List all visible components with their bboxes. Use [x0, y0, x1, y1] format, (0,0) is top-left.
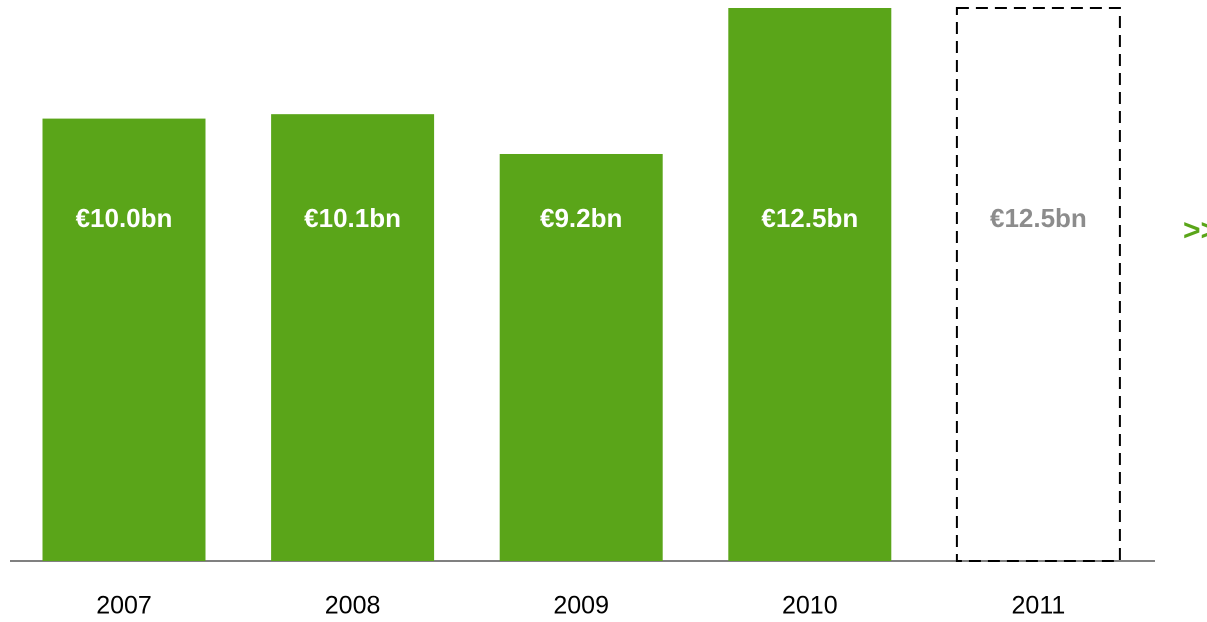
- bar: [955, 7, 1121, 562]
- value-label: €12.5bn: [990, 203, 1087, 233]
- x-tick-label: 2007: [96, 592, 152, 620]
- bar: [728, 8, 892, 561]
- x-tick-label: 2010: [782, 592, 838, 620]
- bar: [271, 114, 435, 562]
- x-tick-label: 2011: [1012, 592, 1066, 620]
- value-label: €12.5bn: [761, 203, 858, 233]
- annotation: >>: [1183, 214, 1207, 247]
- x-tick-label: 2008: [325, 592, 381, 620]
- bar: [42, 118, 206, 561]
- value-label: €9.2bn: [540, 203, 622, 233]
- value-label: €10.1bn: [304, 203, 401, 233]
- x-tick-label: 2009: [553, 592, 609, 620]
- bar: [499, 153, 663, 561]
- value-label: €10.0bn: [76, 203, 173, 233]
